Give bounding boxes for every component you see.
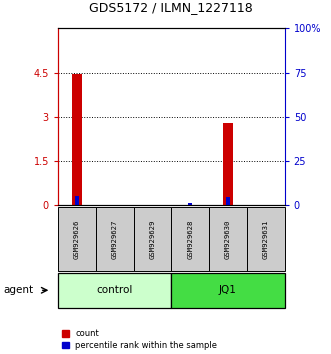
Legend: count, percentile rank within the sample: count, percentile rank within the sample bbox=[62, 329, 217, 350]
Bar bbox=[209, 207, 247, 271]
Bar bbox=[247, 207, 285, 271]
Text: JQ1: JQ1 bbox=[219, 285, 237, 295]
Bar bbox=[75, 196, 79, 205]
Bar bbox=[58, 207, 96, 271]
Text: GDS5172 / ILMN_1227118: GDS5172 / ILMN_1227118 bbox=[89, 1, 253, 14]
Bar bbox=[71, 74, 82, 205]
Text: GSM929629: GSM929629 bbox=[149, 219, 155, 259]
Text: GSM929631: GSM929631 bbox=[263, 219, 269, 259]
Text: GSM929630: GSM929630 bbox=[225, 219, 231, 259]
Bar bbox=[223, 123, 233, 205]
Bar bbox=[171, 273, 285, 308]
Bar bbox=[96, 207, 133, 271]
Bar bbox=[188, 202, 192, 205]
Bar bbox=[133, 207, 171, 271]
Text: agent: agent bbox=[3, 285, 33, 295]
Text: GSM929627: GSM929627 bbox=[112, 219, 118, 259]
Bar bbox=[226, 198, 230, 205]
Bar bbox=[171, 207, 209, 271]
Bar bbox=[58, 273, 171, 308]
Text: GSM929626: GSM929626 bbox=[74, 219, 80, 259]
Text: GSM929628: GSM929628 bbox=[187, 219, 193, 259]
Text: control: control bbox=[96, 285, 133, 295]
